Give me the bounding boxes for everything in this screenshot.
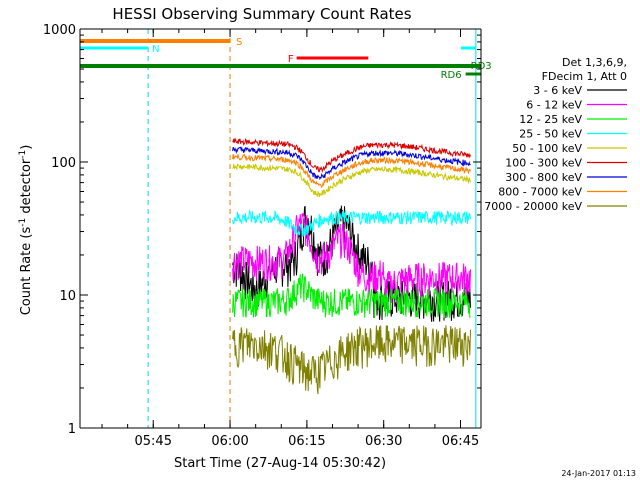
flag-label-n: N	[152, 44, 159, 55]
y-tick-label: 100	[51, 156, 76, 171]
timestamp-text: 24-Jan-2017 01:13	[561, 469, 636, 478]
legend-label: 50 - 100 keV	[512, 142, 582, 155]
series-tail-0	[480, 279, 481, 286]
series-tail-1	[480, 262, 481, 275]
series-tail-2	[480, 329, 481, 338]
legend: Det 1,3,6,9,FDecim 1, Att 03 - 6 keV 6 - …	[484, 56, 627, 213]
legend-label: 800 - 7000 keV	[498, 186, 582, 199]
y-tick-label: 1000	[43, 23, 76, 38]
legend-label: 100 - 300 keV	[505, 157, 582, 170]
flag-label-f: F	[288, 54, 294, 65]
series-line-6	[232, 146, 471, 181]
legend-label: 25 - 50 keV	[519, 128, 582, 141]
series-tail-7	[480, 177, 481, 179]
y-tick-label: 1	[68, 422, 76, 437]
series-line-7	[232, 153, 471, 189]
series-line-3	[232, 209, 471, 238]
x-tick-label: 05:45	[135, 434, 172, 449]
x-axis-label: Start Time (27-Aug-14 05:30:42)	[174, 456, 386, 471]
series-line-4	[232, 163, 471, 198]
series-line-5	[232, 137, 471, 173]
x-tick-label: 06:00	[211, 434, 248, 449]
series-line-2	[232, 273, 471, 319]
legend-header: Det 1,3,6,9,	[562, 56, 627, 69]
flag-label-rd6: RD6	[441, 70, 462, 81]
x-tick-label: 06:45	[442, 434, 479, 449]
y-axis-label: Count Rate (s-1 detector-1)	[18, 145, 34, 316]
legend-header: FDecim 1, Att 0	[542, 70, 627, 83]
legend-label: 12 - 25 keV	[519, 113, 582, 126]
legend-label: 3 - 6 keV	[533, 84, 582, 97]
series-tail-8	[480, 387, 481, 389]
chart-title: HESSI Observing Summary Count Rates	[112, 5, 411, 23]
y-tick-label: 10	[59, 289, 76, 304]
series-tail-4	[480, 188, 481, 189]
legend-label: 300 - 800 keV	[505, 171, 582, 184]
series-line-1	[232, 213, 471, 304]
series-group	[232, 137, 481, 395]
legend-label: 7000 - 20000 keV	[484, 200, 582, 213]
x-tick-label: 06:15	[288, 434, 325, 449]
series-tail-3	[480, 259, 481, 266]
series-line-0	[232, 205, 471, 322]
legend-label: 6 - 12 keV	[526, 99, 582, 112]
x-tick-label: 06:30	[365, 434, 402, 449]
axes: 1 10 100 1000 05:45 06:00 06:15 06:30 06:45	[43, 23, 482, 449]
series-tail-5	[480, 162, 481, 166]
flag-label-s: S	[236, 37, 242, 48]
series-line-8	[232, 325, 471, 395]
series-tail-6	[480, 169, 481, 173]
